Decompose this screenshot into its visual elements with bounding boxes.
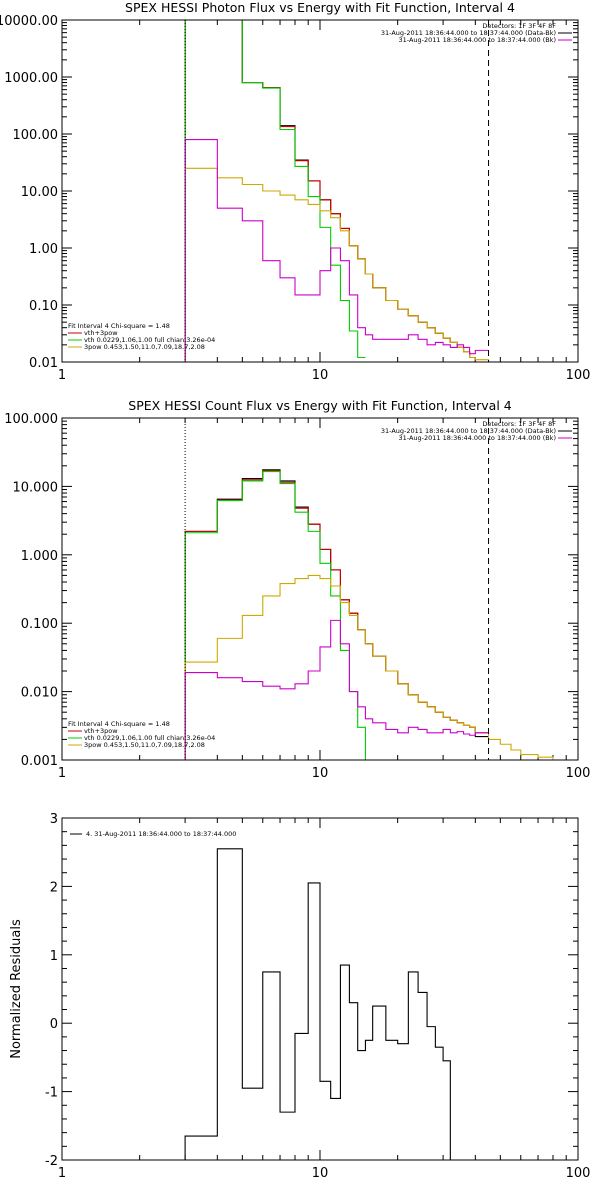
series-group	[184, 469, 567, 760]
y-tick-label: 0.01	[29, 356, 58, 371]
y-tick-label: 100.00	[13, 128, 59, 143]
x-tick-label: 1	[58, 766, 66, 781]
legend-top-entry: Detectors: 1F 3F 4F 8F	[482, 22, 556, 30]
legend-bottom-entry: vth+3pow	[84, 727, 118, 735]
series-vth-3pow	[184, 20, 489, 362]
chart-title: SPEX HESSI Photon Flux vs Energy with Fi…	[125, 0, 515, 15]
series-residuals	[184, 848, 451, 1160]
y-tick-label: 1000.00	[4, 71, 58, 86]
y-tick-label: 1	[50, 949, 58, 964]
legend-bottom-entry: vth+3pow	[84, 329, 118, 337]
y-tick-label: 100.000	[4, 412, 58, 427]
y-tick-label: 10.00	[21, 185, 58, 200]
x-tick-label: 1	[58, 368, 66, 383]
legend-entry: 4. 31-Aug-2011 18:36:44.000 to 18:37:44.…	[86, 830, 236, 838]
y-tick-label: -1	[45, 1086, 58, 1101]
y-tick-label: -2	[45, 1154, 58, 1169]
legend-top-entry: 31-Aug-2011 18:36:44.000 to 18:37:44.000…	[399, 36, 556, 44]
legend-bottom-entry: Fit Interval 4 Chi-square = 1.48	[68, 322, 170, 330]
legend-bottom-entry: vth 0.0229,1.06,1.00 full chian 3.26e-04	[84, 734, 215, 742]
legend-bottom-entry: Fit Interval 4 Chi-square = 1.48	[68, 720, 170, 728]
x-tick-label: 1	[58, 1166, 66, 1181]
y-tick-label: 0.001	[21, 754, 58, 769]
series-vth	[184, 20, 366, 362]
y-tick-label: 10000.00	[0, 14, 58, 29]
y-tick-label: 10.000	[13, 480, 59, 495]
series-group	[184, 848, 451, 1160]
x-tick-label: 100	[566, 766, 591, 781]
legend-bottom-entry: 3pow 0.453,1.50,11.0,7.09,18.7,2.08	[84, 343, 205, 351]
count-flux-panel: SPEX HESSI Count Flux vs Energy with Fit…	[4, 398, 590, 781]
y-tick-label: 3	[50, 812, 58, 827]
legend-top-entry: Detectors: 1F 3F 4F 8F	[482, 420, 556, 428]
y-tick-label: 1.00	[29, 242, 58, 257]
series-bk	[184, 138, 489, 362]
x-tick-label: 10	[312, 368, 329, 383]
y-tick-label: 0.010	[21, 686, 58, 701]
legend-bottom-entry: 3pow 0.453,1.50,11.0,7.09,18.7,2.08	[84, 741, 205, 749]
y-tick-label: 0.100	[21, 617, 58, 632]
y-tick-label: 0.10	[29, 299, 58, 314]
chart-title: SPEX HESSI Count Flux vs Energy with Fit…	[128, 398, 511, 413]
legend-top-entry: 31-Aug-2011 18:36:44.000 to 18:37:44.000…	[381, 29, 556, 37]
series-data-bk	[184, 20, 489, 362]
series-vth	[184, 470, 373, 760]
axes-frame	[61, 817, 579, 1161]
y-tick-label: 1.000	[21, 549, 58, 564]
series-3pow	[184, 167, 501, 362]
axes-frame	[61, 417, 579, 761]
x-tick-label: 100	[566, 368, 591, 383]
legend-top-entry: 31-Aug-2011 18:36:44.000 to 18:37:44.000…	[381, 427, 556, 435]
axes-frame	[61, 19, 579, 363]
y-tick-label: 2	[50, 880, 58, 895]
y-tick-label: 0	[50, 1017, 58, 1032]
series-3pow	[184, 574, 567, 760]
series-bk	[184, 619, 489, 760]
series-group	[184, 20, 501, 362]
x-tick-label: 10	[312, 766, 329, 781]
x-tick-label: 10	[312, 1166, 329, 1181]
legend-bottom-entry: vth 0.0229,1.06,1.00 full chian 3.26e-04	[84, 336, 215, 344]
y-axis-label: Normalized Residuals	[9, 919, 24, 1059]
photon-flux-panel: SPEX HESSI Photon Flux vs Energy with Fi…	[0, 0, 590, 383]
legend-top-entry: 31-Aug-2011 18:36:44.000 to 18:37:44.000…	[399, 434, 556, 442]
x-tick-label: 100	[566, 1166, 591, 1181]
